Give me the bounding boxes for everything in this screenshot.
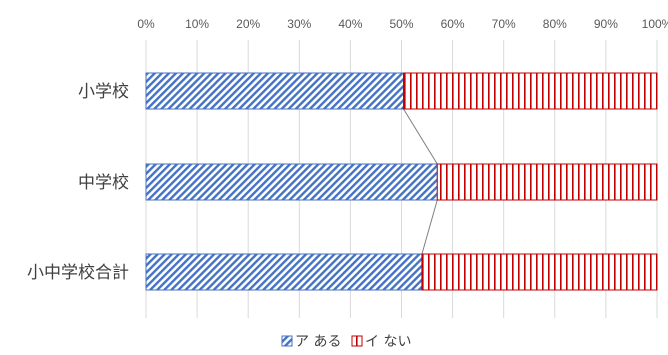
- category-label: 小中学校合計: [27, 263, 129, 283]
- legend: ア ある イ ない: [281, 334, 411, 350]
- legend-swatch: [281, 335, 293, 347]
- x-tick-label: 70%: [492, 17, 516, 31]
- series-line: [421, 199, 438, 255]
- series-lines: [403, 108, 438, 255]
- x-tick-label: 90%: [594, 17, 618, 31]
- category-label: 中学校: [78, 173, 129, 193]
- x-tick-label: 60%: [441, 17, 465, 31]
- x-tick-label: 40%: [338, 17, 362, 31]
- x-tick-label: 20%: [236, 17, 260, 31]
- bars: [145, 72, 658, 291]
- legend-swatch: [351, 335, 363, 347]
- bar-segment-aru: [145, 163, 438, 201]
- x-axis-ticks: 0% 10% 20% 30% 40% 50% 60% 70% 80% 90% 100%: [137, 17, 668, 31]
- bar-segment-nai: [436, 163, 658, 201]
- x-tick-label: 0%: [137, 17, 155, 31]
- x-tick-label: 30%: [287, 17, 311, 31]
- series-line: [403, 108, 438, 165]
- bar-segment-nai: [403, 72, 658, 110]
- bar-segment-nai: [421, 253, 658, 291]
- x-tick-label: 10%: [185, 17, 209, 31]
- legend-label: ア ある: [295, 334, 341, 350]
- bar-segment-aru: [145, 72, 405, 110]
- category-label: 小学校: [78, 82, 129, 102]
- bar-segment-aru: [145, 253, 423, 291]
- x-tick-label: 100%: [642, 17, 668, 31]
- x-tick-label: 80%: [543, 17, 567, 31]
- legend-label: イ ない: [365, 334, 411, 350]
- x-tick-label: 50%: [389, 17, 413, 31]
